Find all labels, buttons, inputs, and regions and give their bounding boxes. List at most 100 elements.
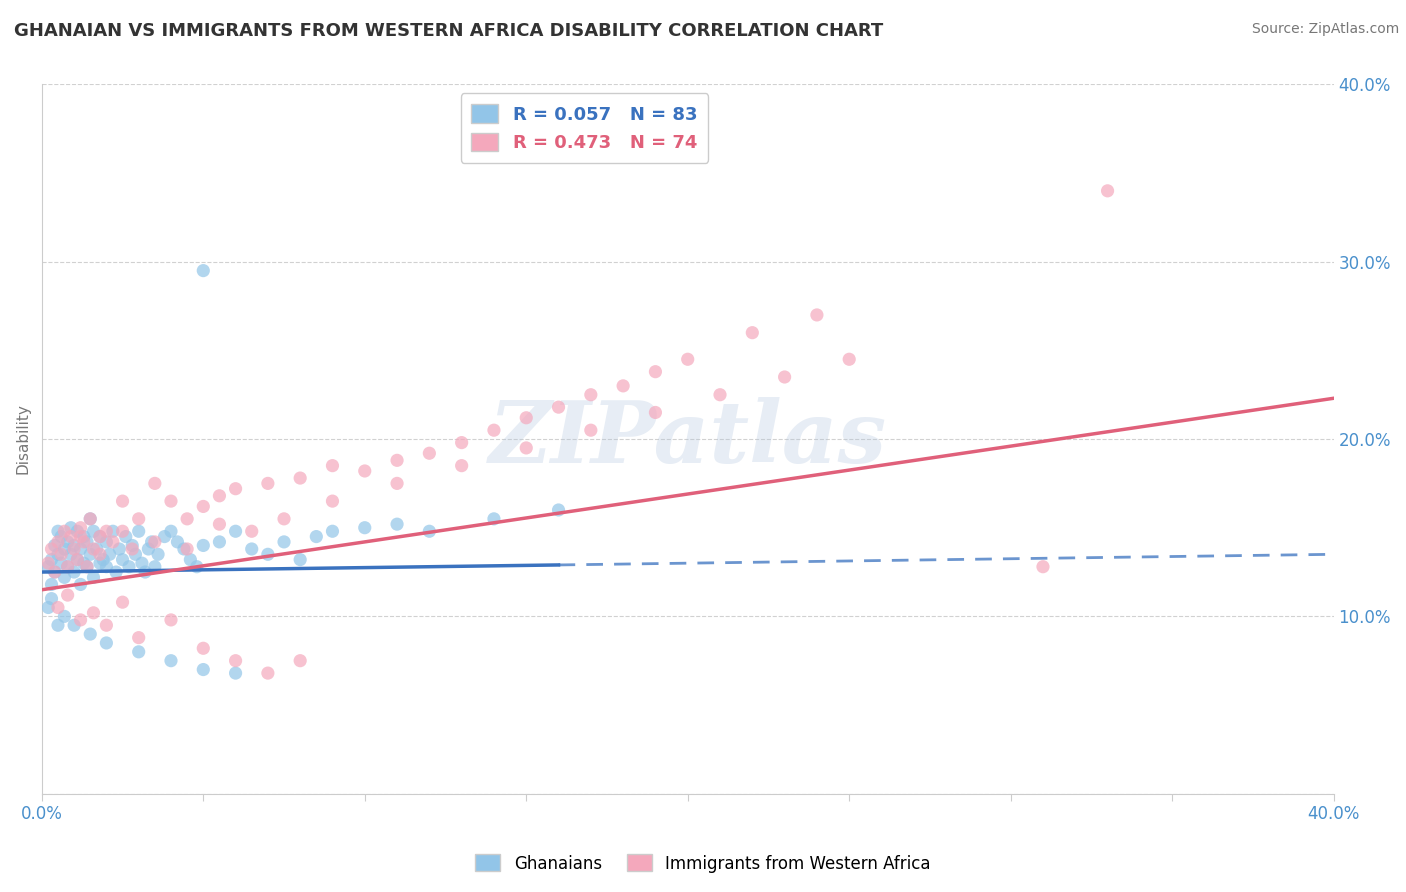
Point — [131, 556, 153, 570]
Point — [98, 547, 121, 561]
Text: ZIPatlas: ZIPatlas — [489, 397, 887, 481]
Point — [96, 618, 118, 632]
Point — [79, 547, 101, 561]
Point — [193, 538, 215, 552]
Point — [273, 512, 295, 526]
Point — [385, 476, 408, 491]
Point — [56, 559, 79, 574]
Point — [225, 482, 247, 496]
Point — [118, 559, 141, 574]
Point — [143, 535, 166, 549]
Point — [56, 588, 79, 602]
Point — [547, 503, 569, 517]
Point — [134, 565, 156, 579]
Legend: Ghanaians, Immigrants from Western Africa: Ghanaians, Immigrants from Western Afric… — [468, 847, 938, 880]
Point — [257, 476, 280, 491]
Point — [76, 535, 98, 549]
Point — [579, 423, 602, 437]
Point — [53, 570, 76, 584]
Point — [121, 538, 143, 552]
Point — [138, 541, 160, 556]
Point — [96, 535, 118, 549]
Point — [160, 494, 183, 508]
Point — [418, 524, 440, 539]
Point — [46, 535, 69, 549]
Point — [101, 524, 124, 539]
Point — [176, 541, 198, 556]
Point — [37, 556, 59, 570]
Point — [56, 535, 79, 549]
Point — [160, 524, 183, 539]
Point — [321, 494, 343, 508]
Point — [208, 535, 231, 549]
Point — [128, 631, 150, 645]
Point — [709, 388, 731, 402]
Point — [240, 524, 263, 539]
Point — [63, 541, 86, 556]
Point — [176, 512, 198, 526]
Point — [773, 370, 796, 384]
Point — [46, 547, 69, 561]
Point — [111, 552, 134, 566]
Point — [288, 654, 311, 668]
Point — [89, 547, 111, 561]
Point — [1097, 184, 1119, 198]
Point — [66, 552, 89, 566]
Legend: R = 0.057   N = 83, R = 0.473   N = 74: R = 0.057 N = 83, R = 0.473 N = 74 — [461, 94, 709, 163]
Point — [44, 565, 66, 579]
Point — [806, 308, 828, 322]
Point — [69, 530, 91, 544]
Point — [53, 541, 76, 556]
Point — [96, 636, 118, 650]
Point — [63, 538, 86, 552]
Point — [482, 512, 505, 526]
Point — [96, 559, 118, 574]
Point — [86, 541, 108, 556]
Point — [69, 521, 91, 535]
Point — [66, 524, 89, 539]
Point — [240, 541, 263, 556]
Point — [114, 530, 136, 544]
Point — [143, 559, 166, 574]
Point — [146, 547, 169, 561]
Point — [288, 552, 311, 566]
Point — [79, 512, 101, 526]
Point — [56, 559, 79, 574]
Point — [63, 565, 86, 579]
Point — [89, 530, 111, 544]
Point — [46, 524, 69, 539]
Point — [579, 388, 602, 402]
Point — [225, 666, 247, 681]
Point — [193, 641, 215, 656]
Point — [89, 530, 111, 544]
Point — [53, 524, 76, 539]
Point — [143, 476, 166, 491]
Point — [547, 400, 569, 414]
Point — [89, 556, 111, 570]
Point — [257, 666, 280, 681]
Point — [69, 541, 91, 556]
Point — [418, 446, 440, 460]
Point — [37, 600, 59, 615]
Point — [111, 595, 134, 609]
Point — [69, 577, 91, 591]
Point — [73, 535, 96, 549]
Point — [208, 489, 231, 503]
Point — [515, 410, 537, 425]
Point — [128, 512, 150, 526]
Point — [141, 535, 163, 549]
Point — [51, 547, 73, 561]
Text: GHANAIAN VS IMMIGRANTS FROM WESTERN AFRICA DISABILITY CORRELATION CHART: GHANAIAN VS IMMIGRANTS FROM WESTERN AFRI… — [14, 22, 883, 40]
Point — [82, 606, 104, 620]
Point — [46, 618, 69, 632]
Point — [225, 524, 247, 539]
Point — [385, 453, 408, 467]
Y-axis label: Disability: Disability — [15, 403, 30, 475]
Point — [73, 556, 96, 570]
Point — [305, 530, 328, 544]
Point — [193, 663, 215, 677]
Point — [96, 524, 118, 539]
Point — [111, 494, 134, 508]
Point — [515, 441, 537, 455]
Point — [193, 263, 215, 277]
